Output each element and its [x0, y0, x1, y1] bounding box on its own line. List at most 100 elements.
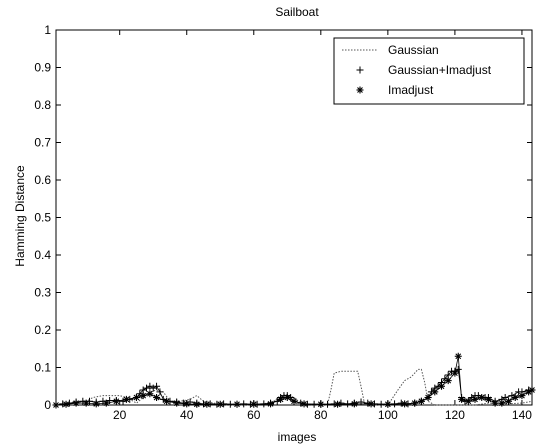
- data-point-d2: [103, 400, 110, 407]
- legend-marker-d2: [357, 87, 363, 93]
- data-point: [92, 400, 100, 408]
- data-point-d2: [291, 398, 297, 405]
- data-point: [424, 394, 432, 401]
- data-point: [267, 400, 275, 408]
- legend-entry: Gaussian: [342, 43, 439, 57]
- data-point: [478, 394, 486, 401]
- data-point-d2: [492, 400, 499, 407]
- data-point: [112, 397, 120, 405]
- data-point-d2: [498, 400, 505, 407]
- x-tick-label: 40: [180, 408, 194, 422]
- data-point-d2: [445, 377, 452, 384]
- data-point-d2: [472, 396, 478, 403]
- data-point: [454, 352, 462, 360]
- data-point-d2: [485, 396, 492, 403]
- legend-entry: Imadjust: [356, 83, 434, 97]
- data-point-d2: [173, 400, 180, 407]
- data-point: [317, 400, 325, 408]
- legend-box: [333, 37, 525, 105]
- data-point-d2: [458, 396, 465, 403]
- y-tick-label: 0.5: [34, 211, 51, 225]
- data-point: [156, 388, 164, 396]
- data-point: [511, 394, 519, 401]
- data-point: [300, 400, 308, 408]
- data-point-d2: [193, 401, 200, 408]
- data-point: [233, 400, 241, 408]
- data-point: [102, 399, 110, 407]
- data-point-d2: [425, 394, 431, 401]
- data-point-d2: [317, 401, 324, 408]
- data-point: [193, 400, 201, 408]
- x-tick-label: 80: [314, 408, 328, 422]
- data-point: [484, 395, 492, 403]
- data-point: [122, 395, 130, 403]
- data-point: [444, 377, 452, 385]
- data-point: [62, 400, 70, 408]
- data-point-d2: [234, 401, 240, 408]
- data-point-d2: [505, 398, 512, 405]
- data-point: [139, 392, 147, 400]
- data-point: [153, 394, 161, 401]
- x-tick-label: 140: [512, 408, 532, 422]
- y-tick-label: 0: [44, 398, 51, 412]
- y-tick-label: 0.9: [34, 61, 51, 75]
- data-point: [334, 400, 342, 408]
- data-point: [431, 388, 439, 396]
- data-point-d2: [478, 394, 485, 401]
- data-point: [132, 394, 140, 401]
- data-point-d2: [183, 400, 190, 407]
- data-point-d2: [250, 401, 257, 408]
- data-point-d2: [465, 398, 472, 405]
- data-point: [491, 399, 499, 407]
- data-point: [283, 394, 291, 401]
- data-point-d2: [418, 398, 425, 405]
- data-point-d2: [73, 400, 80, 407]
- data-point-d2: [455, 353, 462, 360]
- legend-marker: [356, 66, 364, 74]
- data-point: [350, 400, 358, 408]
- data-point: [501, 394, 509, 401]
- data-point-d2: [438, 383, 445, 390]
- data-point-d2: [113, 398, 120, 405]
- legend-label: Gaussian+Imadjust: [388, 63, 492, 77]
- plot-area: 20 40 60 80 100 120 140 0 0.1 0.2 0.3 0.4 0.5 0.6 0.7 0…: [34, 23, 536, 422]
- data-point-d2: [401, 400, 408, 407]
- data-point: [146, 390, 154, 398]
- data-point-d2: [267, 400, 274, 407]
- y-tick-label: 0.2: [34, 323, 51, 337]
- data-point-d2: [431, 388, 438, 395]
- data-point-d2: [93, 400, 100, 407]
- data-point-d2: [529, 387, 535, 393]
- data-point-d2: [83, 400, 90, 407]
- data-point: [153, 382, 161, 390]
- data-point: [528, 386, 536, 394]
- x-tick-label: 60: [247, 408, 261, 422]
- legend: Gaussian Gaussian+Imadjust Imadjust: [333, 37, 525, 105]
- series-3: [52, 352, 536, 409]
- data-point: [505, 397, 513, 405]
- data-point: [52, 401, 60, 409]
- data-point: [367, 400, 375, 408]
- y-tick-label: 0.6: [34, 173, 51, 187]
- y-tick-label: 0.7: [34, 136, 51, 150]
- data-point-d2: [384, 401, 391, 408]
- data-point: [451, 369, 459, 377]
- x-tick-label: 20: [113, 408, 127, 422]
- data-point: [163, 397, 171, 405]
- data-point-d2: [133, 394, 140, 401]
- data-point-d2: [53, 402, 59, 408]
- data-point: [471, 395, 479, 403]
- data-point: [417, 397, 425, 405]
- data-point-d2: [284, 394, 291, 401]
- data-point-d2: [519, 392, 525, 399]
- y-tick-label: 1: [44, 23, 51, 37]
- data-point: [277, 395, 285, 403]
- data-point-d2: [140, 392, 147, 399]
- data-point-d2: [277, 396, 284, 403]
- data-point: [203, 400, 211, 408]
- data-point: [240, 400, 248, 408]
- data-point: [401, 400, 409, 408]
- data-point-d2: [351, 400, 358, 407]
- data-point: [82, 399, 90, 407]
- data-point: [72, 399, 80, 407]
